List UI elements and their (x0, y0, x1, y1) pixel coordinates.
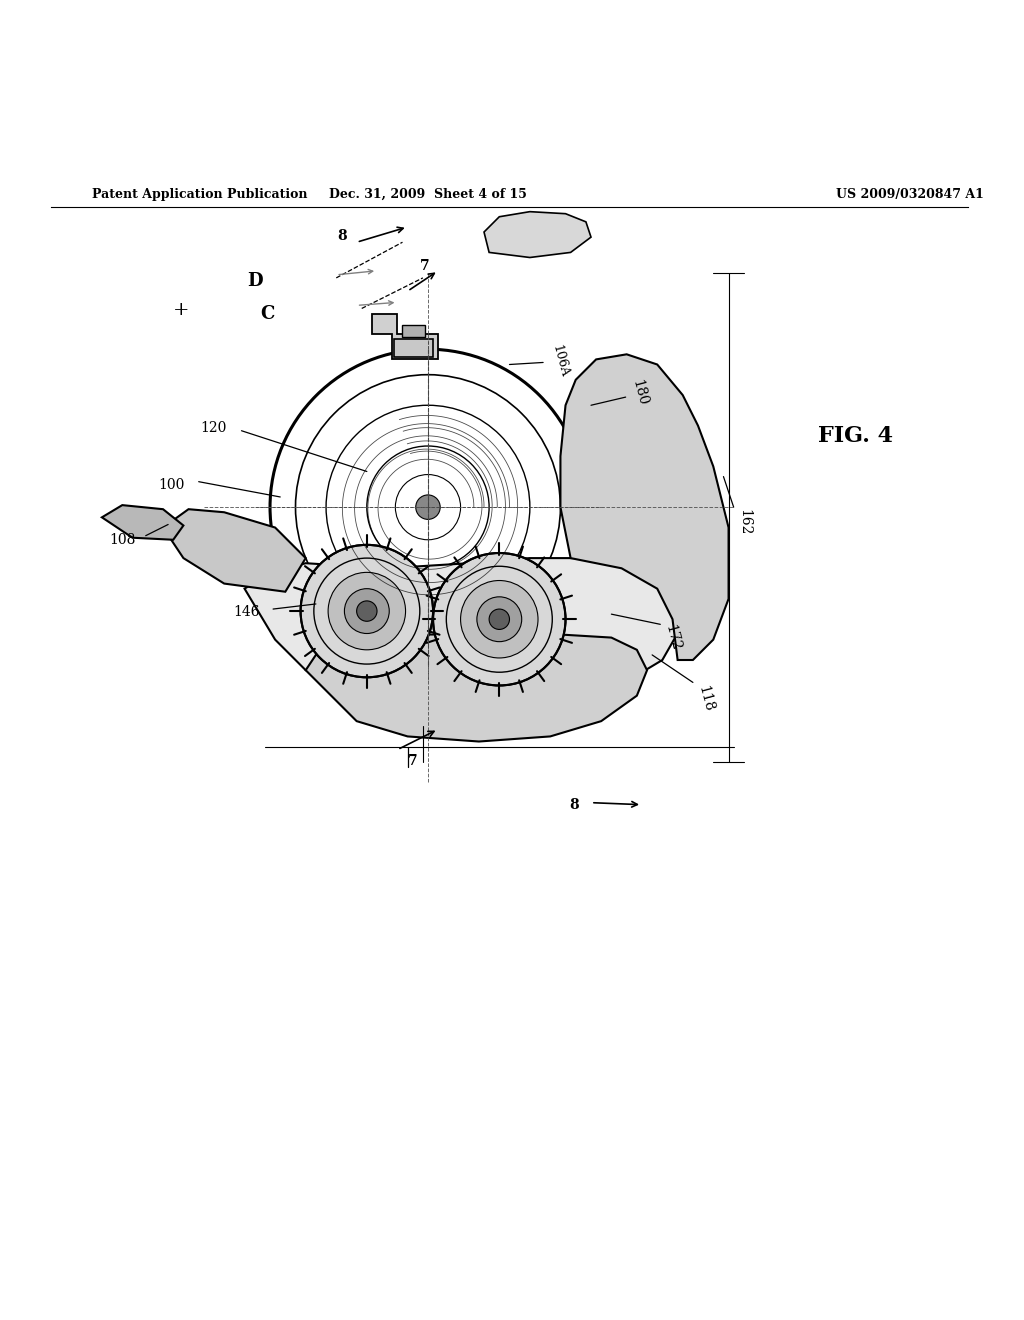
Text: 100: 100 (158, 478, 184, 492)
Text: 180: 180 (630, 379, 650, 408)
Polygon shape (245, 558, 683, 706)
Text: +: + (173, 301, 189, 319)
Text: 8: 8 (569, 797, 579, 812)
Circle shape (356, 601, 377, 622)
Circle shape (477, 597, 521, 642)
Text: C: C (260, 305, 274, 322)
Circle shape (328, 573, 406, 649)
Text: 108: 108 (110, 533, 135, 546)
Text: Patent Application Publication: Patent Application Publication (92, 187, 307, 201)
Text: 8: 8 (337, 230, 346, 243)
Bar (394, 339, 433, 358)
Circle shape (489, 609, 510, 630)
Text: 172: 172 (663, 623, 683, 652)
Text: 120: 120 (201, 421, 227, 434)
Bar (402, 325, 425, 337)
Circle shape (344, 589, 389, 634)
Text: 7: 7 (408, 754, 418, 768)
Polygon shape (560, 354, 728, 660)
Text: FIG. 4: FIG. 4 (818, 425, 893, 447)
Text: 118: 118 (695, 684, 716, 713)
Text: 162: 162 (737, 510, 751, 536)
Text: 146: 146 (233, 605, 260, 619)
Text: 7: 7 (420, 259, 430, 273)
Text: 106A: 106A (550, 343, 571, 379)
Text: US 2009/0320847 A1: US 2009/0320847 A1 (836, 187, 983, 201)
Circle shape (416, 495, 440, 519)
Text: Dec. 31, 2009  Sheet 4 of 15: Dec. 31, 2009 Sheet 4 of 15 (329, 187, 527, 201)
Circle shape (301, 545, 433, 677)
Polygon shape (372, 314, 438, 359)
Circle shape (461, 581, 538, 657)
Text: D: D (247, 272, 262, 290)
Polygon shape (163, 510, 306, 591)
Polygon shape (484, 211, 591, 257)
Polygon shape (306, 635, 647, 742)
Circle shape (433, 553, 565, 685)
Polygon shape (102, 506, 183, 540)
